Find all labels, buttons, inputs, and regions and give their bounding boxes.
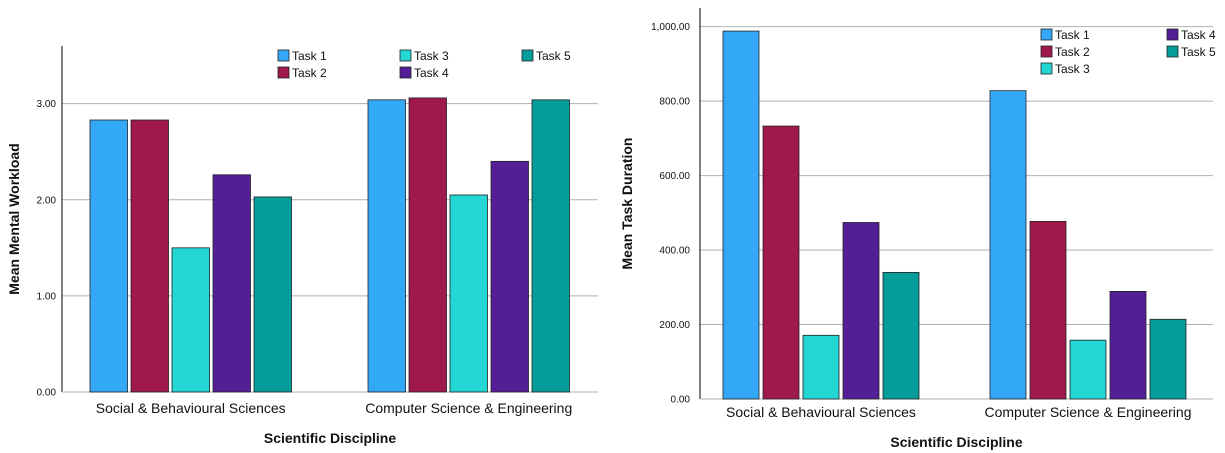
bar-task-3: [449, 194, 488, 393]
y-tick-label: 0.00: [671, 395, 691, 406]
chart-2: 0.00 200.00 400.00 600.00 800.00 1,000.00 Soci…: [619, 8, 1216, 450]
legend-swatch: [1040, 45, 1053, 58]
legend-label: Task 2: [1055, 45, 1090, 59]
legend-swatch: [399, 66, 412, 79]
y-tick-label: 600.00: [659, 171, 690, 182]
bar-task-1: [722, 30, 760, 400]
legend-label: Task 1: [1055, 28, 1090, 42]
bar-task-5: [253, 196, 292, 393]
legend-swatch: [277, 49, 290, 62]
bar-task-2: [408, 97, 447, 393]
y-tick-label: 1,000.00: [651, 22, 690, 33]
legend: Task 1 Task 2 Task 3 Task 4 Task 5: [1040, 28, 1216, 76]
y-tick-label: 200.00: [659, 320, 690, 331]
bar-task-3: [802, 334, 840, 400]
bar-task-4: [842, 222, 880, 400]
legend-label: Task 5: [536, 49, 571, 63]
legend-swatch: [1166, 28, 1179, 41]
x-axis-title: Scientific Discipline: [264, 430, 396, 446]
x-axis-title: Scientific Discipline: [890, 434, 1022, 450]
bar-task-1: [89, 119, 128, 393]
bar-task-5: [882, 271, 920, 400]
chart-1: 0.00 1.00 2.00 3.00 Social & Behavioural Sci…: [6, 46, 598, 446]
legend-label: Task 3: [414, 49, 449, 63]
y-tick-label: 2.00: [37, 195, 57, 206]
y-tick-label: 1.00: [37, 291, 57, 302]
legend-label: Task 3: [1055, 62, 1090, 76]
x-category-label: Social & Behavioural Sciences: [726, 404, 916, 420]
legend: Task 1 Task 2 Task 3 Task 4 Task 5: [277, 49, 571, 80]
bar-task-5: [1149, 318, 1187, 400]
y-axis-title: Mean Mental Workload: [6, 143, 22, 294]
legend-swatch: [521, 49, 534, 62]
legend-swatch: [399, 49, 412, 62]
legend-swatch: [1040, 62, 1053, 75]
y-tick-label: 3.00: [37, 99, 57, 110]
legend-swatch: [277, 66, 290, 79]
legend-label: Task 1: [292, 49, 327, 63]
bar-task-2: [1029, 220, 1067, 400]
legend-swatch: [1166, 45, 1179, 58]
x-category-label: Computer Science & Engineering: [984, 404, 1191, 420]
bar-task-1: [989, 90, 1027, 400]
legend-label: Task 4: [414, 66, 449, 80]
bar-task-3: [1069, 339, 1107, 400]
y-tick-label: 0.00: [37, 388, 57, 399]
y-tick-label: 400.00: [659, 246, 690, 257]
bar-task-2: [130, 119, 169, 393]
bar-task-4: [212, 174, 251, 393]
legend-label: Task 2: [292, 66, 327, 80]
bar-task-1: [367, 99, 406, 393]
x-category-label: Social & Behavioural Sciences: [96, 400, 286, 416]
bar-task-2: [762, 125, 800, 400]
legend-label: Task 5: [1181, 45, 1216, 59]
y-tick-label: 800.00: [659, 97, 690, 108]
bar-task-4: [1109, 290, 1147, 400]
legend-label: Task 4: [1181, 28, 1216, 42]
legend-swatch: [1040, 28, 1053, 41]
bar-task-3: [171, 247, 210, 393]
bar-task-4: [490, 160, 529, 393]
bar-task-5: [531, 99, 570, 393]
x-category-label: Computer Science & Engineering: [365, 400, 572, 416]
y-axis-title: Mean Task Duration: [619, 138, 635, 270]
